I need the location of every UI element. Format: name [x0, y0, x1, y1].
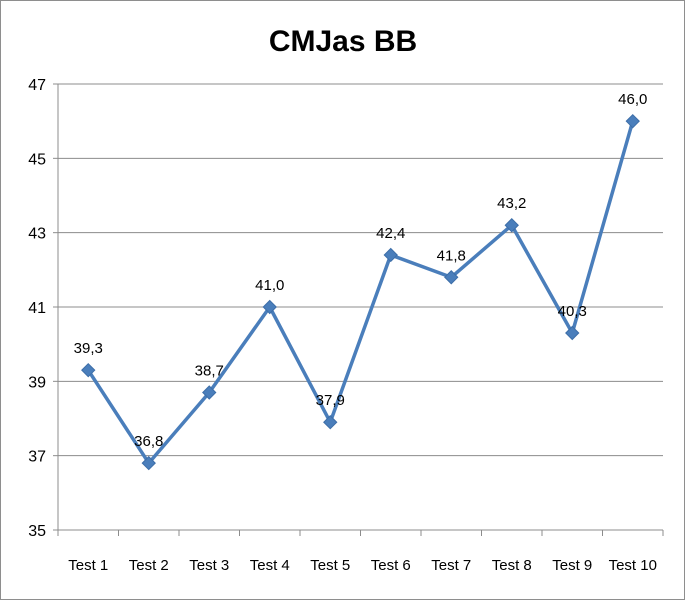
series-line-path [86, 120, 635, 465]
y-tick-label: 47 [28, 77, 46, 94]
y-tick-label: 45 [28, 151, 46, 168]
x-tick-label: Test 3 [189, 557, 229, 574]
data-label: 43,2 [497, 195, 526, 212]
x-tick-label: Test 5 [310, 557, 350, 574]
x-tick-label: Test 7 [431, 557, 471, 574]
data-point [81, 362, 96, 378]
x-tick-label: Test 2 [129, 557, 169, 574]
data-label: 38,7 [195, 362, 224, 379]
data-point [141, 455, 156, 471]
data-point [565, 325, 580, 341]
y-tick-label: 39 [28, 374, 46, 391]
data-point [202, 385, 217, 400]
gridlines [58, 83, 663, 457]
x-tick-label: Test 10 [609, 557, 657, 574]
x-tick-label: Test 8 [492, 557, 532, 574]
data-point [323, 415, 338, 430]
data-label: 41,0 [255, 277, 284, 294]
data-point [262, 299, 277, 315]
data-label: 42,4 [376, 225, 405, 242]
y-tick-label: 41 [28, 300, 46, 317]
data-point [504, 218, 519, 233]
y-tick-label: 37 [28, 449, 46, 466]
series-markers [81, 113, 640, 471]
series-line [86, 120, 635, 465]
data-point [444, 270, 459, 285]
data-labels: 39,3 36,8 38,7 41,0 37,9 42,4 41,8 43,2 40,3 46,0 [74, 91, 648, 450]
chart-title: CMJas BB [269, 25, 417, 58]
data-label: 37,9 [316, 392, 345, 409]
y-tick-labels: 35 37 39 41 43 45 47 [28, 77, 46, 540]
x-tick-labels: Test 1 Test 2 Test 3 Test 4 Test 5 Test 6 Test… [68, 557, 657, 574]
data-label: 40,3 [558, 303, 587, 320]
data-point [383, 247, 398, 263]
y-tick-label: 43 [28, 226, 46, 243]
data-label: 36,8 [134, 433, 163, 450]
data-point [625, 113, 640, 129]
axes [53, 83, 664, 536]
x-tick-label: Test 9 [552, 557, 592, 574]
data-label: 41,8 [437, 247, 466, 264]
x-tick-label: Test 1 [68, 557, 108, 574]
data-label: 39,3 [74, 340, 103, 357]
data-label: 46,0 [618, 91, 647, 108]
x-tick-label: Test 6 [371, 557, 411, 574]
y-tick-label: 35 [28, 523, 46, 540]
x-tick-label: Test 4 [250, 557, 290, 574]
